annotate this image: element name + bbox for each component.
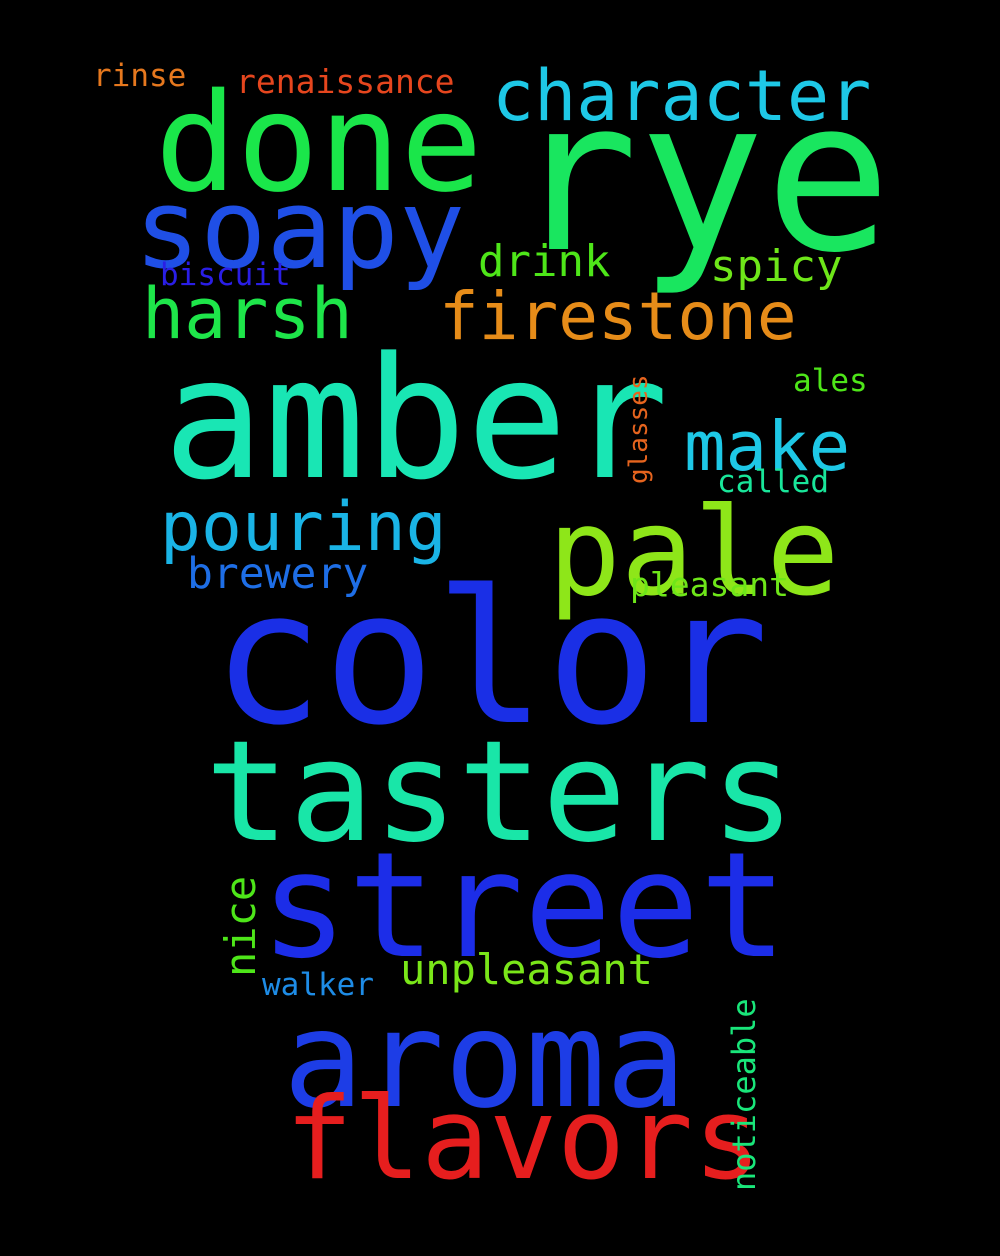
- word-aroma: aroma: [283, 982, 687, 1138]
- word-harsh: harsh: [142, 273, 353, 355]
- word-rye: rye: [512, 54, 892, 299]
- word-ales: ales: [793, 363, 868, 399]
- word-biscuit: biscuit: [160, 257, 291, 293]
- word-called: called: [717, 464, 829, 500]
- word-done: done: [155, 65, 483, 223]
- word-flavors: flavors: [285, 1073, 762, 1205]
- word-color: color: [212, 550, 769, 766]
- word-make: make: [684, 407, 851, 487]
- word-pouring: pouring: [160, 488, 447, 567]
- word-character: character: [492, 55, 872, 137]
- word-glasses: glasses: [624, 374, 654, 484]
- word-renaissance: renaissance: [236, 62, 455, 101]
- word-walker: walker: [262, 967, 374, 1003]
- word-soapy: soapy: [134, 165, 466, 293]
- word-rinse: rinse: [93, 58, 187, 94]
- word-drink: drink: [478, 236, 611, 287]
- word-amber: amber: [163, 321, 669, 517]
- word-tasters: tasters: [205, 711, 796, 874]
- word-unpleasant: unpleasant: [400, 945, 653, 994]
- word-noticeable: noticeable: [725, 998, 763, 1191]
- word-pale: pale: [548, 482, 840, 623]
- word-brewery: brewery: [187, 549, 369, 599]
- word-firestone: firestone: [439, 278, 797, 355]
- word-pleasant: pleasant: [630, 565, 789, 604]
- word-spicy: spicy: [710, 241, 843, 292]
- word-nice: nice: [216, 875, 265, 977]
- word-street: street: [260, 821, 788, 991]
